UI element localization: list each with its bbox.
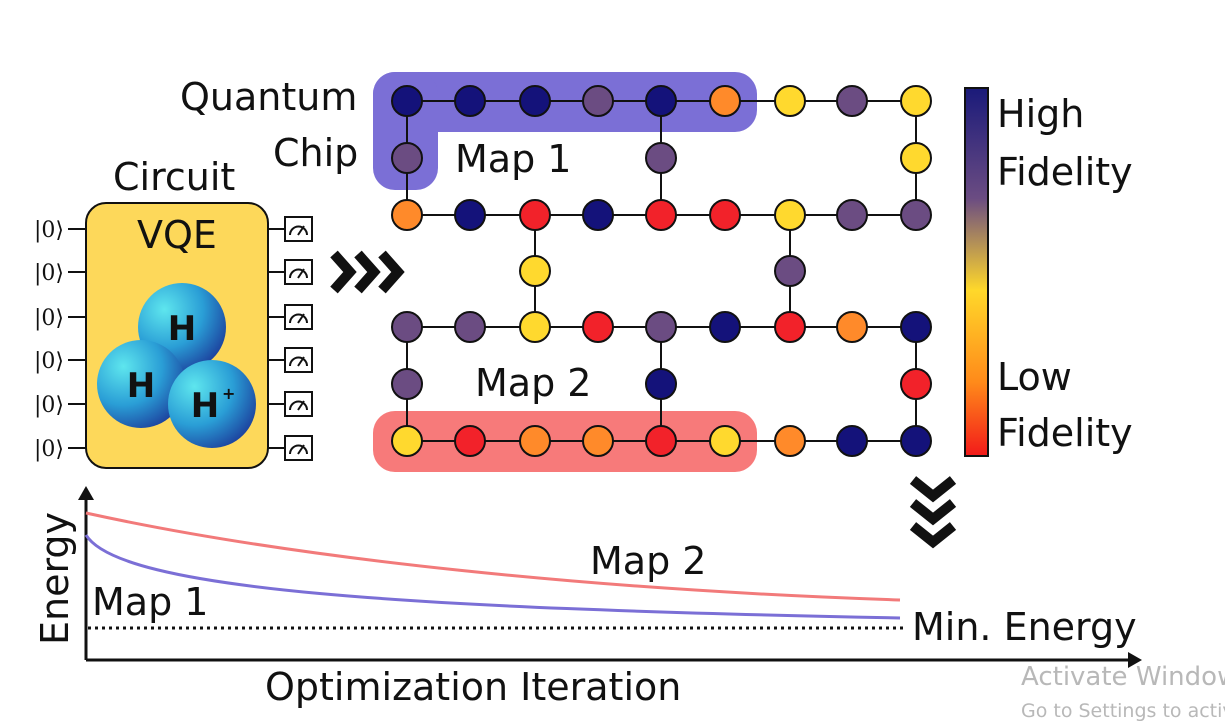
chip-graph (391, 85, 932, 457)
qubit (900, 425, 932, 457)
qubit (836, 425, 868, 457)
qubit (645, 425, 677, 457)
qubit-label: |0⟩ (34, 349, 64, 374)
atom-label: H (168, 309, 196, 349)
qubit (709, 85, 741, 117)
qubit (900, 311, 932, 343)
meter-dial (289, 444, 308, 455)
qubit (709, 199, 741, 231)
qubit (774, 311, 806, 343)
y-axis-label: Energy (33, 512, 77, 645)
meter-dial (289, 268, 308, 279)
qubit (900, 199, 932, 231)
qubit (582, 85, 614, 117)
meter (284, 216, 313, 242)
curve-label: Map 2 (590, 539, 706, 583)
min-label: Min. Energy (912, 605, 1137, 649)
map1-curve (84, 534, 901, 620)
qubit (519, 311, 551, 343)
qubit (391, 142, 423, 174)
qubit-label: |0⟩ (34, 218, 64, 243)
qubit (391, 368, 423, 400)
qubit (391, 199, 423, 231)
watermark: Activate Windows (1021, 662, 1225, 692)
atom-label: H (127, 366, 155, 406)
qubit (900, 368, 932, 400)
qubit (836, 85, 868, 117)
colorbar-label: Fidelity (997, 411, 1133, 455)
map-label: Map 1 (455, 137, 571, 181)
meter-dial (289, 225, 308, 236)
colorbar (964, 87, 989, 457)
energy-axes (78, 486, 1142, 668)
meter (284, 391, 313, 417)
watermark: Go to Settings to activate Windows. (1021, 700, 1225, 722)
qubit (391, 311, 423, 343)
map2-curve (85, 511, 901, 602)
qubit (774, 85, 806, 117)
ion-charge: + (222, 384, 235, 403)
qubit-label: |0⟩ (34, 306, 64, 331)
meter (284, 259, 313, 285)
qubit (645, 311, 677, 343)
atom (97, 340, 185, 428)
qubit (519, 425, 551, 457)
qubit (645, 199, 677, 231)
qubit (900, 85, 932, 117)
meter-dial (289, 356, 308, 367)
chip-title: Chip (273, 131, 358, 175)
curve-label: Map 1 (92, 580, 208, 624)
qubit (519, 85, 551, 117)
algorithm: VQE (137, 213, 217, 257)
x-axis-label: Optimization Iteration (265, 665, 681, 709)
atom (168, 360, 256, 448)
meter (284, 347, 313, 373)
qubit (454, 311, 486, 343)
arrow-right (330, 250, 405, 294)
colorbar-label: High (997, 92, 1084, 136)
qubit (519, 255, 551, 287)
qubit (836, 199, 868, 231)
qubit (709, 311, 741, 343)
qubit (836, 311, 868, 343)
qubit (774, 199, 806, 231)
circuit-title: Circuit (113, 155, 235, 199)
chip-title: Quantum (180, 75, 357, 119)
qubit (900, 142, 932, 174)
qubit (391, 85, 423, 117)
qubit (582, 199, 614, 231)
qubit (582, 311, 614, 343)
atom-label: H (191, 386, 219, 426)
colorbar-label: Fidelity (997, 150, 1133, 194)
qubit (645, 85, 677, 117)
qubit-label: |0⟩ (34, 393, 64, 418)
meter-dial (289, 313, 308, 324)
qubit (391, 425, 423, 457)
qubit (774, 425, 806, 457)
meter (284, 304, 313, 330)
colorbar-label: Low (997, 355, 1072, 399)
qubit (454, 199, 486, 231)
qubit (774, 255, 806, 287)
map-label: Map 2 (475, 361, 591, 405)
meter-dial (289, 400, 308, 411)
qubit (454, 85, 486, 117)
qubit (519, 199, 551, 231)
arrow-down (909, 476, 957, 549)
qubit (645, 368, 677, 400)
qubit-label: |0⟩ (34, 437, 64, 462)
qubit (709, 425, 741, 457)
qubit (582, 425, 614, 457)
meter (284, 435, 313, 461)
qubit (454, 425, 486, 457)
qubit-label: |0⟩ (34, 261, 64, 286)
qubit (645, 142, 677, 174)
